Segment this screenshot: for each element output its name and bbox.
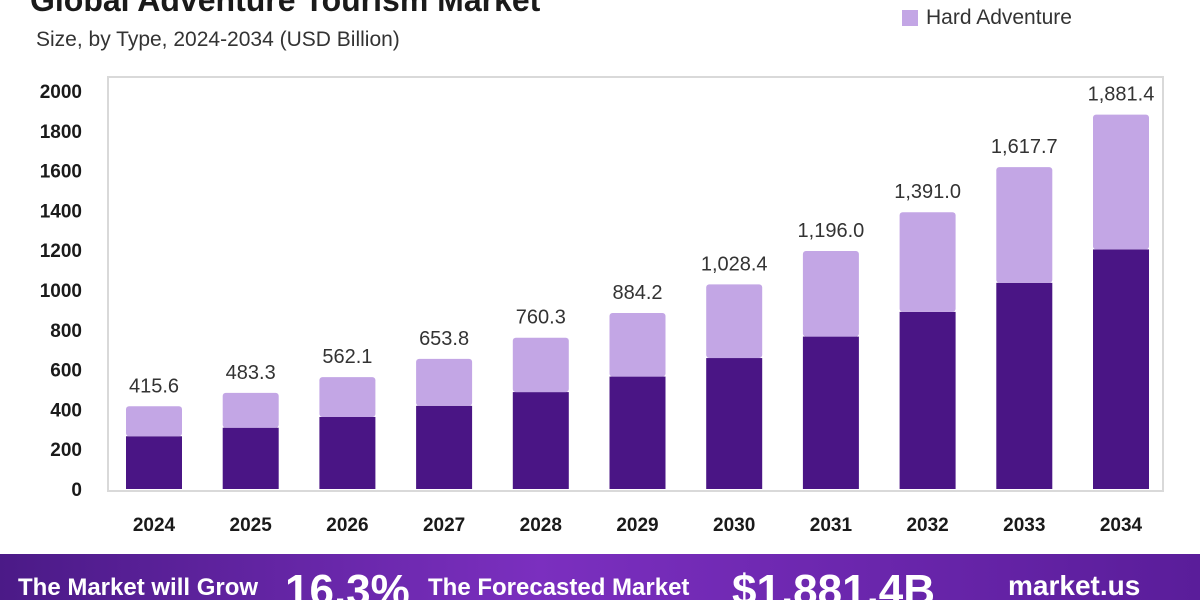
- bar-segment-hard-adventure: [1093, 114, 1149, 250]
- bar-segment-base: [512, 392, 569, 489]
- y-tick-label: 1800: [40, 122, 82, 143]
- footer-brand: market.us: [1008, 570, 1141, 600]
- x-tick-label: 2030: [713, 515, 755, 536]
- bar-total-label: 1,617.7: [991, 136, 1058, 158]
- y-tick-label: 600: [50, 361, 82, 382]
- chart-title: Global Adventure Tourism Market: [30, 0, 541, 18]
- x-tick-label: 2025: [230, 515, 273, 536]
- bar-segment-hard-adventure: [609, 313, 666, 377]
- bar-total-label: 562.1: [322, 346, 372, 368]
- bar-total-label: 415.6: [129, 375, 179, 397]
- x-tick-label: 2027: [423, 515, 465, 536]
- bar-total-label: 1,028.4: [701, 253, 768, 275]
- bar-segment-base: [802, 336, 859, 489]
- bar-segment-hard-adventure: [899, 212, 956, 312]
- bar-segment-base: [319, 416, 376, 489]
- footer-cagr: 16.3%: [285, 566, 410, 600]
- footer-forecast-text: The Forecasted Market: [428, 574, 690, 600]
- bar-total-label: 653.8: [419, 328, 469, 350]
- y-tick-label: 1200: [40, 241, 82, 262]
- y-tick-label: 800: [50, 321, 82, 342]
- chart-subtitle: Size, by Type, 2024-2034 (USD Billion): [36, 28, 400, 51]
- bars: [126, 114, 1149, 489]
- bar-segment-base: [416, 405, 473, 489]
- bar-segment-hard-adventure: [319, 377, 376, 417]
- x-tick-label: 2028: [520, 515, 562, 536]
- y-tick-label: 400: [50, 400, 82, 421]
- y-tick-label: 0: [71, 480, 82, 501]
- y-tick-label: 200: [50, 440, 82, 461]
- x-tick-label: 2032: [906, 515, 948, 536]
- bar-segment-base: [706, 358, 763, 489]
- legend: Hard Adventure: [902, 6, 1072, 30]
- legend-swatch-hard-adventure: [902, 10, 918, 26]
- bar-total-label: 760.3: [516, 307, 566, 329]
- y-tick-label: 2000: [40, 82, 82, 103]
- bar-segment-hard-adventure: [706, 284, 763, 359]
- bar-segment-hard-adventure: [996, 167, 1053, 283]
- divider: [0, 548, 1200, 554]
- footer-banner: The Market will Grow 16.3% The Forecaste…: [0, 554, 1200, 600]
- y-tick-label: 1600: [40, 162, 82, 183]
- x-tick-label: 2029: [616, 515, 658, 536]
- x-tick-label: 2033: [1003, 515, 1045, 536]
- bar-segment-hard-adventure: [512, 337, 569, 393]
- value-labels: 415.6 483.3 562.1 653.8 760.3 884.2 1,028.4 1,1…: [129, 84, 1154, 398]
- bar-total-label: 1,196.0: [798, 220, 865, 242]
- bar-total-label: 483.3: [226, 362, 276, 384]
- bar-segment-base: [222, 427, 279, 489]
- chart-frame: [107, 76, 1164, 492]
- bar-total-label: 1,881.4: [1088, 84, 1155, 106]
- bar-segment-base: [126, 436, 182, 489]
- bar-total-label: 1,391.0: [894, 181, 961, 203]
- x-tick-label: 2031: [810, 515, 853, 536]
- bar-chart: 0 200 400 600 800 1000 1200 1400 1600 1800 2000 41…: [40, 76, 1164, 536]
- bar-segment-base: [899, 311, 956, 489]
- y-axis: 0 200 400 600 800 1000 1200 1400 1600 1800 2000: [40, 82, 82, 501]
- bar-segment-hard-adventure: [126, 406, 182, 437]
- legend-label-hard-adventure: Hard Adventure: [926, 6, 1072, 29]
- bar-segment-hard-adventure: [416, 358, 473, 406]
- bar-segment-base: [1093, 249, 1149, 489]
- bar-segment-hard-adventure: [802, 250, 859, 337]
- x-tick-label: 2024: [133, 515, 176, 536]
- x-axis: 2024 2025 2026 2027 2028 2029 2030 2031 2032 2033…: [133, 515, 1143, 536]
- x-tick-label: 2034: [1100, 515, 1143, 536]
- bar-segment-hard-adventure: [222, 392, 279, 428]
- bar-segment-base: [996, 282, 1053, 489]
- bar-total-label: 884.2: [612, 282, 662, 304]
- bar-segment-base: [609, 376, 666, 489]
- footer-grow-text: The Market will Grow: [18, 574, 259, 600]
- y-tick-label: 1400: [40, 201, 82, 222]
- x-tick-label: 2026: [326, 515, 368, 536]
- footer-forecast-value: $1,881.4B: [732, 566, 936, 600]
- y-tick-label: 1000: [40, 281, 82, 302]
